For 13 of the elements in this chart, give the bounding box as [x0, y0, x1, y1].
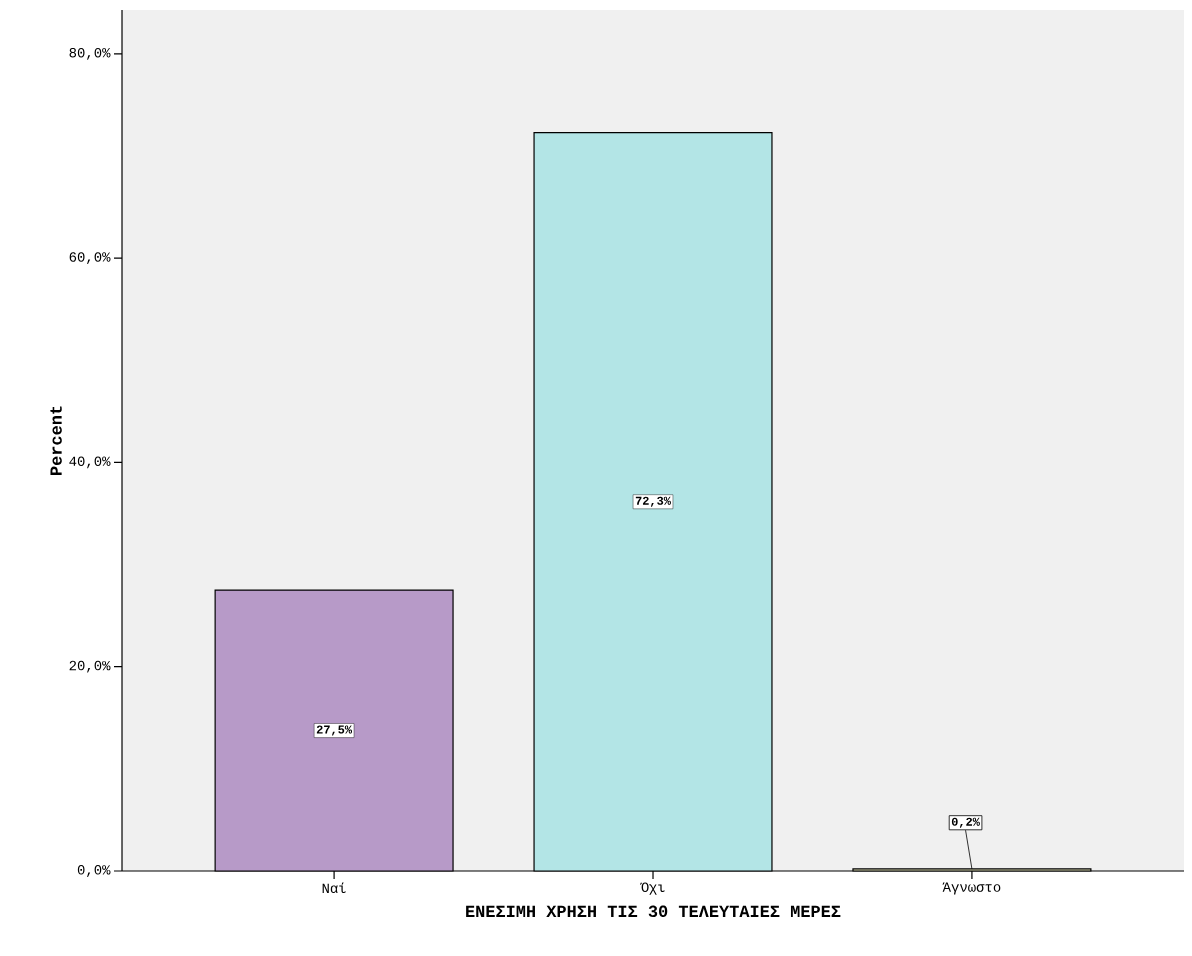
y-tick-label: 40,0%: [69, 456, 111, 469]
y-tick-label: 60,0%: [69, 252, 111, 265]
x-axis-title: ΕΝΕΣΙΜΗ ΧΡΗΣΗ ΤΙΣ 30 ΤΕΛΕΥΤΑΙΕΣ ΜΕΡΕΣ: [466, 905, 841, 918]
y-tick-label: 80,0%: [69, 48, 111, 60]
y-tick-label: 0,0%: [77, 865, 111, 877]
x-tick-label: Ναί: [322, 882, 346, 894]
data-label: 27,5%: [316, 725, 353, 736]
data-label: 0,2%: [951, 817, 980, 828]
x-tick-label: Άγνωστο: [942, 882, 1001, 895]
data-label: 72,3%: [635, 496, 671, 507]
x-tick-label: Όχι: [640, 882, 665, 895]
y-axis-title: Percent: [50, 406, 62, 475]
y-tick-label: 20,0%: [69, 660, 111, 673]
